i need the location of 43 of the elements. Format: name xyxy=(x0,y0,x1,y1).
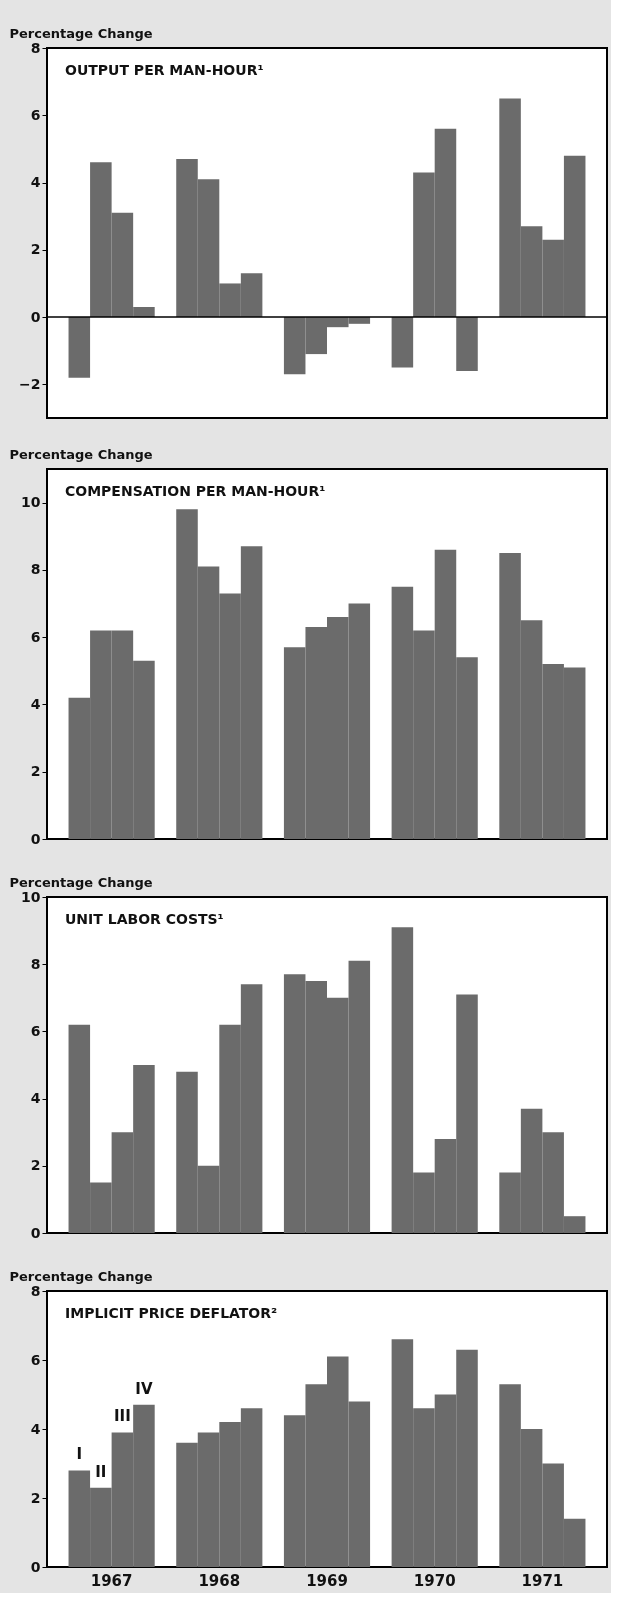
y-tick-label: 2 xyxy=(30,1157,41,1174)
bar xyxy=(456,317,478,371)
x-tick-label: 1969 xyxy=(306,1571,348,1590)
y-tick-label: 8 xyxy=(30,561,41,578)
y-tick-label: 4 xyxy=(30,174,41,191)
y-tick-label: 6 xyxy=(30,1351,41,1368)
x-tick-label: 1971 xyxy=(521,1571,564,1590)
text: COMPENSATION PER MAN-HOUR¹ xyxy=(65,483,326,499)
y-tick-label: 10 xyxy=(21,494,41,511)
y-axis-title: Percentage Change xyxy=(9,1268,153,1284)
text: UNIT LABOR COSTS¹ xyxy=(65,911,224,927)
x-tick-label: 1967 xyxy=(90,1571,133,1590)
x-tick-label: 1968 xyxy=(198,1571,241,1590)
series-label: IV xyxy=(135,1379,153,1398)
y-tick-label: 8 xyxy=(30,1282,41,1299)
text: IMPLICIT PRICE DEFLATOR² xyxy=(65,1305,278,1321)
y-axis-title: Percentage Change xyxy=(9,446,153,462)
y-tick-label: 0 xyxy=(30,308,41,325)
bar xyxy=(391,317,414,368)
y-tick-label: 2 xyxy=(30,241,41,258)
series-label: II xyxy=(95,1462,107,1481)
y-tick-label: 4 xyxy=(30,695,41,712)
y-axis-title: Percentage Change xyxy=(9,874,153,890)
y-tick-label: 10 xyxy=(21,888,41,905)
bar xyxy=(68,317,91,378)
y-tick-label: 4 xyxy=(30,1090,41,1107)
y-tick-label: 2 xyxy=(30,763,41,780)
y-tick-label: 6 xyxy=(30,106,41,123)
y-tick-label: −2 xyxy=(19,375,41,392)
y-tick-label: 4 xyxy=(30,1420,41,1437)
y-tick-label: 6 xyxy=(30,628,41,645)
y-tick-label: 0 xyxy=(30,1558,41,1575)
x-tick-label: 1970 xyxy=(413,1571,456,1590)
y-tick-label: 8 xyxy=(30,955,41,972)
y-tick-label: 0 xyxy=(30,1224,41,1241)
y-tick-label: 2 xyxy=(30,1489,41,1506)
y-axis-title: Percentage Change xyxy=(9,25,153,41)
y-tick-label: 8 xyxy=(30,39,41,56)
y-tick-label: 6 xyxy=(30,1022,41,1039)
text: OUTPUT PER MAN-HOUR¹ xyxy=(65,62,264,78)
series-label: I xyxy=(76,1445,83,1464)
y-tick-label: 0 xyxy=(30,830,41,847)
series-label: III xyxy=(114,1407,131,1426)
